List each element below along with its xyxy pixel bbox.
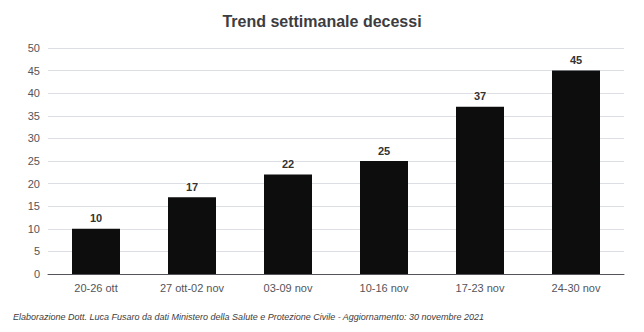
svg-text:40: 40	[28, 87, 40, 99]
svg-text:03-09 nov: 03-09 nov	[264, 282, 313, 294]
svg-text:45: 45	[28, 65, 40, 77]
svg-text:35: 35	[28, 110, 40, 122]
svg-text:10: 10	[90, 212, 102, 224]
svg-text:0: 0	[34, 268, 40, 280]
svg-text:5: 5	[34, 245, 40, 257]
svg-text:24-30 nov: 24-30 nov	[552, 282, 601, 294]
svg-text:25: 25	[28, 155, 40, 167]
svg-text:50: 50	[28, 42, 40, 54]
svg-text:Elaborazione Dott. Luca Fusaro: Elaborazione Dott. Luca Fusaro da dati M…	[13, 312, 484, 322]
svg-text:20-26 ott: 20-26 ott	[74, 282, 117, 294]
svg-text:10-16 nov: 10-16 nov	[360, 282, 409, 294]
svg-text:20: 20	[28, 178, 40, 190]
svg-text:10: 10	[28, 223, 40, 235]
svg-text:15: 15	[28, 200, 40, 212]
svg-text:37: 37	[474, 90, 486, 102]
svg-text:45: 45	[570, 54, 582, 66]
svg-text:22: 22	[282, 158, 294, 170]
svg-text:27 ott-02 nov: 27 ott-02 nov	[160, 282, 225, 294]
svg-text:Trend settimanale decessi: Trend settimanale decessi	[222, 13, 421, 30]
svg-text:30: 30	[28, 132, 40, 144]
svg-text:25: 25	[378, 145, 390, 157]
svg-text:17-23 nov: 17-23 nov	[456, 282, 505, 294]
svg-text:17: 17	[186, 181, 198, 193]
